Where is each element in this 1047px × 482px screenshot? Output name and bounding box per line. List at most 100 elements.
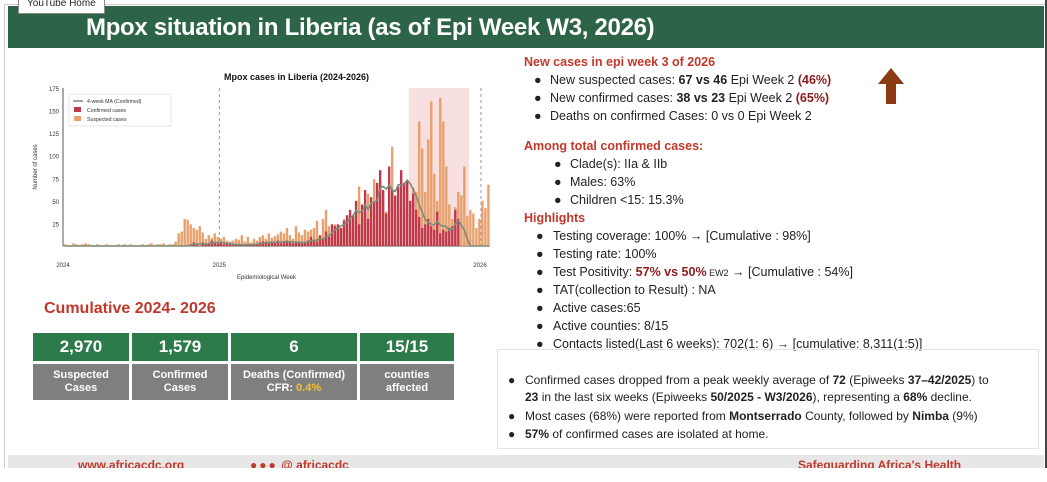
suspected-bar: [357, 186, 361, 246]
tooltip: YouTube Home: [18, 0, 105, 14]
confirmed-bar: [363, 190, 367, 246]
confirmed-bar: [228, 244, 231, 246]
chart-title: Mpox cases in Liberia (2024-2026): [224, 72, 369, 82]
bullet: ●: [534, 91, 542, 105]
suspected-bar: [472, 213, 475, 246]
confirmed-bar: [324, 231, 328, 246]
suspected-bar: [321, 218, 325, 246]
confirmed-bar: [433, 229, 436, 246]
legend-swatch: [74, 107, 81, 112]
suspected-bar: [105, 244, 108, 246]
confirmed-bar: [360, 204, 364, 246]
footer-bar: [8, 455, 1044, 468]
confirmed-bar: [204, 244, 207, 246]
confirmed-bar: [399, 170, 403, 246]
confirmed-bar: [276, 240, 280, 246]
bottom-strip: [0, 468, 1047, 482]
confirmed-bar: [390, 190, 394, 246]
stat-label: Deaths (Confirmed) CFR: 0.4%: [231, 364, 357, 400]
confirmed-bar: [339, 227, 343, 246]
y-tick-label: 25: [52, 222, 59, 228]
confirmed-bar: [421, 227, 424, 246]
suspected-bar: [75, 244, 78, 246]
confirmed-bar: [195, 244, 198, 246]
legend-label: 4-week MA (Confirmed): [87, 99, 142, 105]
suspected-bar: [433, 173, 436, 246]
suspected-bar: [159, 244, 162, 246]
confirmed-bar: [454, 209, 457, 246]
confirmed-bar: [442, 229, 445, 246]
suspected-bar: [484, 208, 487, 246]
suspected-bar: [258, 236, 262, 246]
suspected-bar: [445, 166, 448, 246]
among-title: Among total confirmed cases:: [524, 139, 704, 153]
confirmed-bar: [396, 186, 400, 246]
highlight-item: ● Testing rate: 100%: [536, 247, 657, 261]
suspected-bar: [442, 121, 445, 246]
epi-chart: 25 50 75 100 125 150 175 Mpox cases in Liberia …: [28, 68, 498, 288]
suspected-bar: [279, 231, 283, 246]
suspected-bar: [192, 227, 195, 246]
stat-value: 2,970: [33, 333, 129, 361]
confirmed-bar: [372, 202, 376, 246]
confirmed-bar: [409, 200, 412, 246]
confirmed-bar: [427, 218, 430, 246]
at-icon: @: [281, 458, 293, 472]
suspected-bar: [252, 238, 256, 246]
new-suspected: ● New suspected cases: 67 vs 46 Epi Week…: [534, 73, 832, 87]
suspected-bar: [288, 235, 292, 246]
suspected-bar: [261, 235, 265, 246]
suspected-bar: [150, 243, 153, 246]
arrow-up-icon: [878, 68, 904, 104]
suspected-bar: [72, 243, 75, 246]
confirmed-bar: [393, 195, 397, 246]
legend-swatch: [74, 116, 81, 121]
summary-item-decline: ● Confirmed cases dropped from a peak we…: [508, 373, 989, 404]
cumulative-title: Cumulative 2024- 2026: [44, 300, 216, 317]
confirmed-bar: [436, 211, 439, 246]
suspected-bar: [171, 244, 174, 246]
among-item: ● Males: 63%: [554, 175, 636, 189]
y-tick-label: 150: [49, 110, 60, 116]
confirmed-bar: [369, 197, 373, 246]
x-axis-label: Epidemiological Week: [237, 275, 297, 281]
confirmed-bar: [267, 243, 271, 246]
confirmed-bar: [375, 182, 379, 246]
confirmed-bar: [234, 245, 238, 246]
bullet: ●: [534, 109, 542, 123]
confirmed-bar: [354, 200, 358, 246]
confirmed-bar: [412, 193, 415, 246]
suspected-bar: [460, 195, 463, 246]
confirmed-bar: [451, 226, 454, 246]
suspected-bar: [297, 232, 301, 246]
confirmed-bar: [402, 182, 406, 246]
confirmed-bar: [366, 218, 370, 246]
suspected-bar: [294, 226, 298, 246]
y-tick-label: 50: [52, 200, 59, 206]
suspected-bar: [463, 166, 466, 246]
confirmed-bar: [285, 240, 289, 246]
suspected-bar: [84, 243, 87, 246]
confirmed-bar: [424, 224, 427, 246]
suspected-bar: [303, 229, 307, 246]
suspected-bar: [481, 200, 484, 246]
suspected-bar: [439, 97, 442, 246]
y-tick-label: 125: [49, 132, 60, 138]
suspected-bar: [306, 231, 310, 246]
suspected-bar: [312, 227, 316, 246]
stat-label: Suspected Cases: [33, 364, 129, 400]
confirmed-bar: [213, 242, 216, 246]
suspected-bar: [324, 209, 328, 246]
confirmed-bar: [318, 235, 322, 246]
confirmed-bar: [294, 242, 298, 246]
confirmed-bar: [445, 231, 448, 246]
highlight-item: ● Active cases:65: [536, 301, 641, 315]
suspected-bar: [231, 240, 235, 246]
confirmed-bar: [306, 240, 310, 246]
confirmed-bar: [225, 243, 228, 246]
new-cases-title: New cases in epi week 3 of 2026: [524, 55, 716, 69]
suspected-bar: [183, 218, 186, 246]
suspected-bar: [189, 224, 192, 246]
confirmed-bar: [273, 242, 277, 246]
chart-svg: 25 50 75 100 125 150 175 Mpox cases in Liberia …: [33, 72, 490, 281]
